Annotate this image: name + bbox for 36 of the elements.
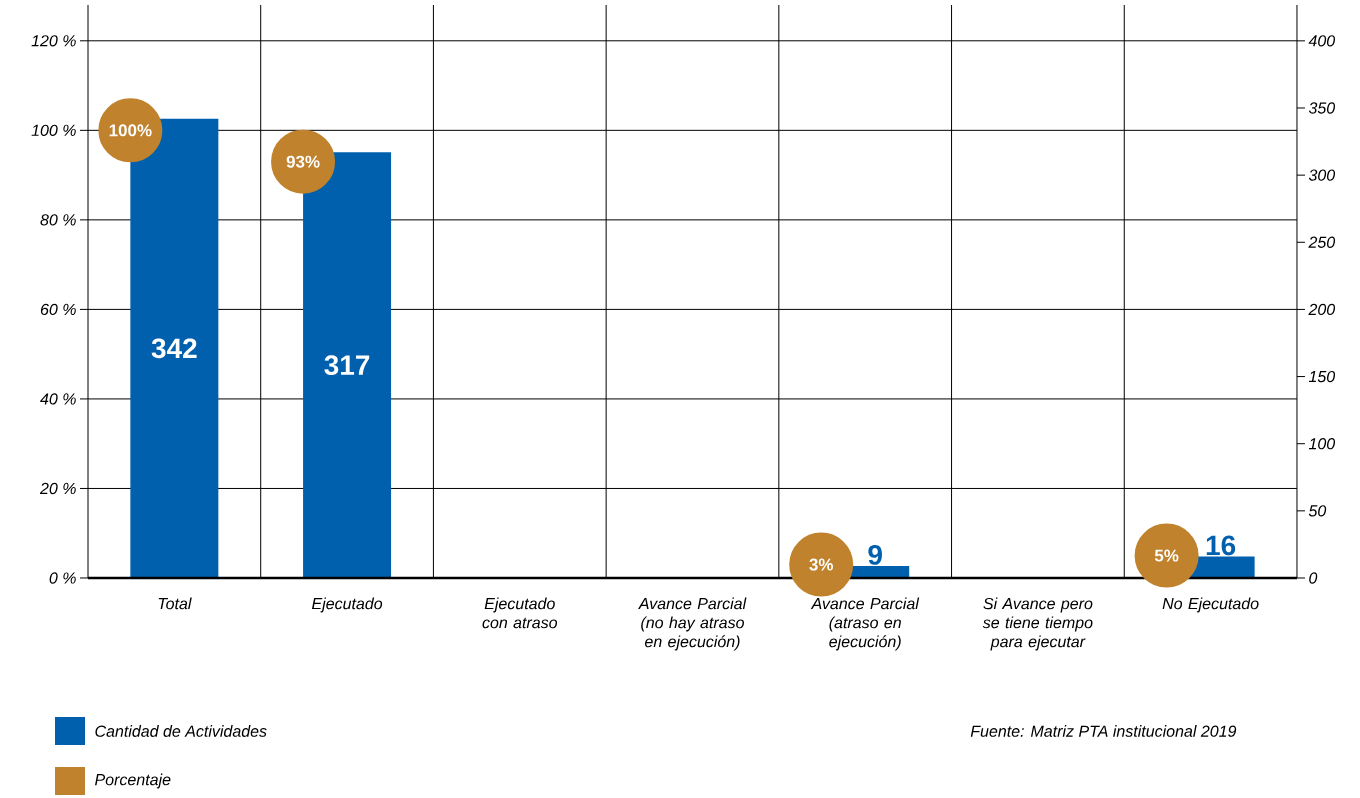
y2-tick-label: 200 [1308, 303, 1336, 316]
data-label: 93% [286, 155, 320, 168]
x-tick-label: Ejecutado [311, 597, 383, 613]
y2-tick-label: 300 [1308, 169, 1336, 181]
point [789, 532, 854, 597]
x-tick-label: No Ejecutado [1162, 597, 1259, 613]
data-label: 3% [809, 558, 834, 571]
data-label: 100% [109, 124, 152, 137]
y2-tick-label: 150 [1308, 370, 1336, 383]
x-tick-label: Si Avance pero se tiene tiempo para ejecutar [982, 597, 1093, 651]
x-tick-label: Avance Parcial (atraso en ejecución) [810, 597, 920, 651]
y2-tick-label: 0 [1309, 572, 1318, 584]
y2-tick-label: 250 [1308, 236, 1336, 248]
data-label: 317 [324, 355, 370, 376]
x-tick-label: Avance Parcial (no hay atraso en ejecución) [638, 597, 747, 651]
data-label: 5% [1154, 549, 1179, 562]
y-tick-label: 20 % [39, 482, 76, 495]
y2-tick-label: 350 [1308, 102, 1336, 114]
y2-tick-label: 400 [1308, 35, 1336, 47]
x-tick-label: Total [158, 597, 192, 610]
y2-tick-label: 50 [1308, 505, 1327, 517]
y2-tick-label: 100 [1308, 438, 1336, 450]
legend-label: Porcentaje [95, 773, 171, 789]
data-label: 9 [868, 544, 882, 565]
data-label: 16 [1206, 535, 1236, 556]
y-tick-label: 60 % [40, 303, 76, 316]
y-tick-label: 100 % [31, 124, 76, 136]
data-label: 342 [151, 338, 197, 359]
source-note: Fuente: Matriz PTA institucional 2019 [970, 725, 1237, 737]
point [1134, 523, 1199, 588]
y-tick-label: 120 % [31, 35, 76, 47]
y-tick-label: 80 % [40, 214, 76, 226]
x-tick-label: Ejecutado con atraso [482, 597, 558, 629]
y-tick-label: 40 % [40, 393, 76, 405]
legend-label: Cantidad de Actividades [95, 725, 267, 737]
y-tick-label: 0 % [49, 572, 76, 584]
